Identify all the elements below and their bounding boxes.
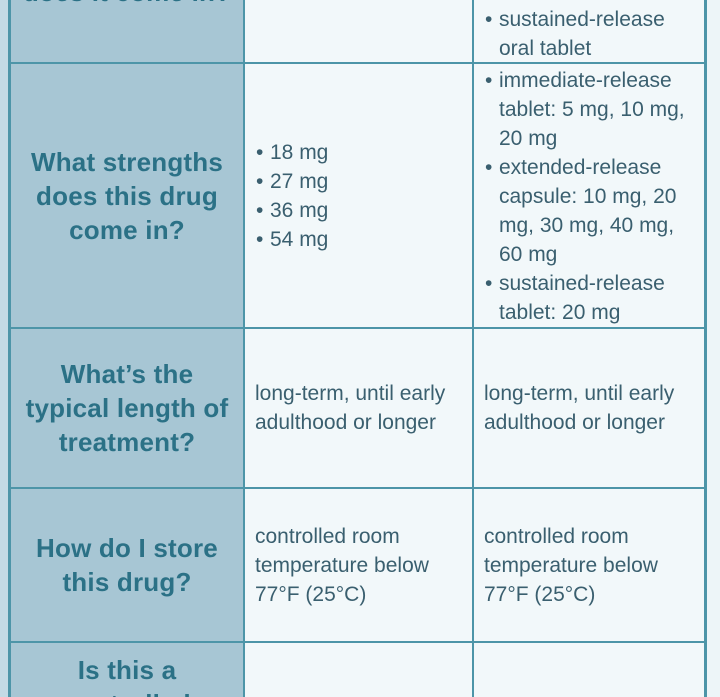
question-cell-strengths: What strengths does this drug come in?: [11, 64, 243, 327]
drug-b-strengths-cell: immediate-release tablet: 5 mg, 10 mg, 2…: [474, 64, 704, 327]
drug-a-controlled-text-fragment: yes: [255, 688, 464, 697]
drug-b-treatment-length-cell: long-term, until early adulthood or long…: [474, 329, 704, 487]
bullet-item: extended-release capsule: 10 mg, 20 mg, …: [484, 153, 696, 269]
drug-a-strengths-cell: 18 mg27 mg36 mg54 mg: [245, 64, 472, 327]
question-text-storage: How do I store this drug?: [36, 533, 218, 597]
drug-b-storage-text: controlled room temperature below 77°F (…: [484, 524, 658, 606]
question-cell-storage: How do I store this drug?: [11, 489, 243, 641]
bullet-item: immediate-release tablet: 5 mg, 10 mg, 2…: [484, 66, 696, 153]
drug-b-strengths-bullet-list: immediate-release tablet: 5 mg, 10 mg, 2…: [484, 66, 696, 327]
bullet-item: sustained-release oral tablet: [484, 5, 696, 62]
drug-b-treatment-length-text: long-term, until early adulthood or long…: [484, 382, 675, 434]
drug-b-forms-cell: sustained-release oral tablet: [474, 0, 704, 62]
question-cell-forms: does it come in?: [11, 0, 243, 62]
comparison-table: does it come in? sustained-release oral …: [8, 0, 707, 697]
bullet-item: 27 mg: [255, 167, 464, 196]
bullet-item: 36 mg: [255, 196, 464, 225]
question-text-forms-fragment: does it come in?: [23, 0, 231, 7]
drug-a-treatment-length-text: long-term, until early adulthood or long…: [255, 382, 446, 434]
drug-b-controlled-text-fragment: yes: [484, 688, 696, 697]
outside-left-strip: [0, 0, 8, 697]
drug-b-storage-cell: controlled room temperature below 77°F (…: [474, 489, 704, 641]
bullet-item: 18 mg: [255, 138, 464, 167]
drug-b-forms-bullet-list: sustained-release oral tablet: [484, 5, 696, 62]
question-cell-controlled: Is this a controlled: [11, 643, 243, 697]
question-text-controlled-fragment: Is this a controlled: [63, 655, 190, 697]
drug-a-strengths-bullet-list: 18 mg27 mg36 mg54 mg: [255, 138, 464, 254]
bullet-item: sustained-release tablet: 20 mg: [484, 269, 696, 327]
bullet-item: 54 mg: [255, 225, 464, 254]
question-text-treatment-length: What’s the typical length of treatment?: [25, 359, 229, 457]
drug-a-forms-cell: [245, 0, 472, 62]
drug-b-controlled-cell: yes: [474, 643, 704, 697]
drug-a-controlled-cell: yes: [245, 643, 472, 697]
question-text-strengths: What strengths does this drug come in?: [30, 146, 224, 245]
drug-a-storage-cell: controlled room temperature below 77°F (…: [245, 489, 472, 641]
question-cell-treatment-length: What’s the typical length of treatment?: [11, 329, 243, 487]
drug-a-storage-text: controlled room temperature below 77°F (…: [255, 524, 429, 606]
drug-a-treatment-length-cell: long-term, until early adulthood or long…: [245, 329, 472, 487]
